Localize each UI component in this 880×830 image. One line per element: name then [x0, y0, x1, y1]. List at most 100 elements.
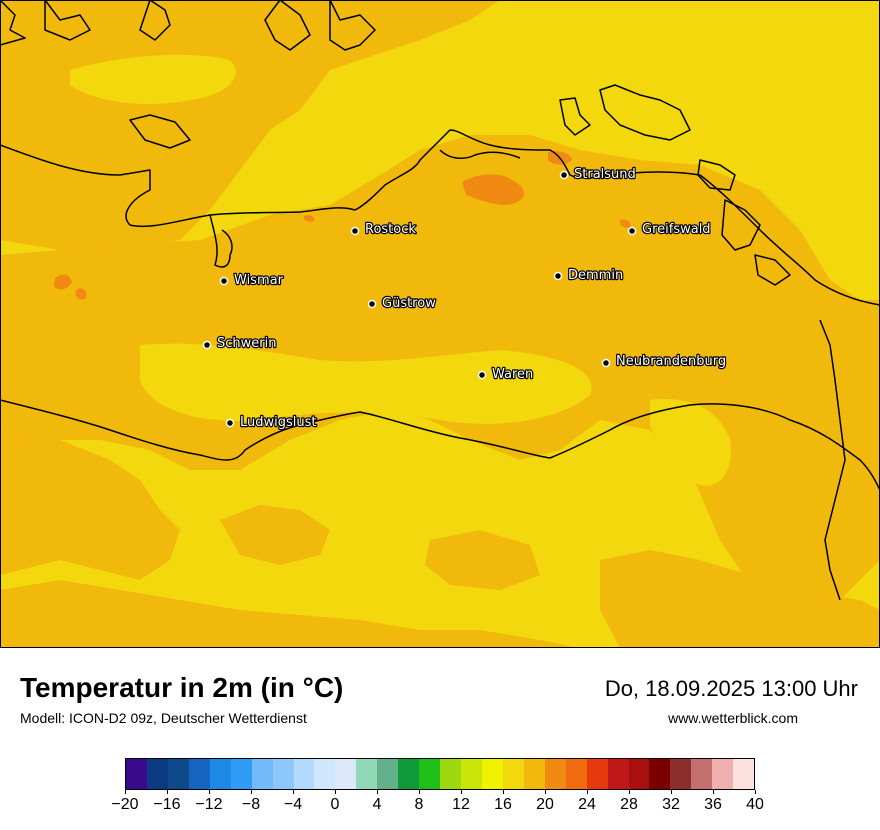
legend-tick — [335, 790, 336, 794]
legend-swatch — [481, 759, 503, 789]
legend-tick-label: 36 — [704, 796, 722, 813]
legend-swatch — [586, 759, 608, 789]
temperature-map: Stralsund Rostock Greifswald Wismar Demm… — [0, 0, 880, 648]
city-dot — [553, 271, 563, 281]
western-land-area — [0, 430, 180, 580]
legend-swatch — [544, 759, 566, 789]
city-demmin: Demmin — [553, 267, 624, 284]
website-link[interactable]: www.wetterblick.com — [668, 710, 798, 726]
legend-swatch — [398, 759, 420, 789]
legend-swatch — [335, 759, 357, 789]
southern-land-patch-1 — [0, 580, 580, 648]
legend-swatch — [523, 759, 545, 789]
northern-sea-patch — [70, 54, 236, 105]
legend-tick-label: 8 — [414, 796, 424, 813]
legend-tick — [755, 790, 756, 794]
legend-swatch — [167, 759, 189, 789]
city-stralsund: Stralsund — [559, 166, 637, 183]
city-guestrow: Güstrow — [367, 295, 437, 312]
legend-tick-label: 0 — [330, 796, 340, 813]
city-greifswald: Greifswald — [627, 221, 712, 238]
legend-swatch — [377, 759, 399, 789]
legend-swatch — [712, 759, 734, 789]
model-source: Modell: ICON-D2 09z, Deutscher Wetterdie… — [20, 710, 307, 726]
hot-patch-4 — [75, 288, 87, 300]
southern-land-patch-3 — [220, 505, 330, 565]
legend-tick-label: −4 — [283, 796, 303, 813]
city-label: Wismar — [234, 273, 284, 288]
forecast-datetime: Do, 18.09.2025 13:00 Uhr — [604, 676, 858, 701]
city-label: Güstrow — [382, 296, 436, 311]
hot-patch-1 — [462, 174, 524, 205]
city-label: Stralsund — [574, 167, 636, 182]
legend-tick-label: 24 — [578, 796, 596, 813]
legend-tick — [671, 790, 672, 794]
legend-swatch — [691, 759, 713, 789]
city-label: Demmin — [568, 268, 623, 283]
legend-tick-label: 40 — [746, 796, 764, 813]
legend-tick — [629, 790, 630, 794]
legend-tick-label: −20 — [111, 796, 139, 813]
legend-swatch — [607, 759, 629, 789]
legend-tick-label: 12 — [452, 796, 470, 813]
city-dot — [477, 370, 487, 380]
city-dot — [225, 418, 235, 428]
city-dot — [627, 226, 637, 236]
city-schwerin: Schwerin — [202, 335, 278, 352]
legend-swatch — [649, 759, 671, 789]
city-dot — [601, 358, 611, 368]
city-ludwigslust: Ludwigslust — [225, 414, 318, 431]
legend-tick-label: 16 — [494, 796, 512, 813]
legend-swatch — [209, 759, 231, 789]
city-dot — [559, 170, 569, 180]
city-dot — [202, 340, 212, 350]
legend-tick — [377, 790, 378, 794]
legend-swatch — [733, 759, 755, 789]
legend-swatch — [272, 759, 294, 789]
city-label: Waren — [492, 367, 533, 382]
legend-tick — [461, 790, 462, 794]
weather-map: Stralsund Rostock Greifswald Wismar Demm… — [0, 0, 880, 648]
city-dot — [350, 226, 360, 236]
legend-tick-label: −8 — [241, 796, 261, 813]
legend-swatch — [461, 759, 482, 789]
legend-swatch — [126, 759, 147, 789]
city-label: Schwerin — [217, 336, 276, 351]
legend-swatch — [314, 759, 336, 789]
hot-patch-6 — [619, 219, 631, 228]
legend-tick — [251, 790, 252, 794]
coastlines — [0, 0, 880, 601]
legend-swatch — [670, 759, 692, 789]
legend-tick-label: 32 — [662, 796, 680, 813]
city-label: Ludwigslust — [240, 415, 317, 430]
legend-swatch — [628, 759, 650, 789]
legend-tick-label: −16 — [153, 796, 181, 813]
legend-tick — [293, 790, 294, 794]
city-dot — [367, 299, 377, 309]
inland-warm-patch-1 — [140, 343, 592, 424]
legend-tick — [209, 790, 210, 794]
legend-swatch — [419, 759, 441, 789]
city-dot — [219, 276, 229, 286]
city-waren: Waren — [477, 366, 534, 383]
legend-swatch — [188, 759, 210, 789]
southern-land-patch-2 — [600, 550, 880, 648]
legend-tick-label: 28 — [620, 796, 638, 813]
legend-tick — [503, 790, 504, 794]
legend-tick-label: 4 — [372, 796, 382, 813]
inland-warm-patch-2 — [650, 399, 731, 486]
city-label: Rostock — [365, 222, 416, 237]
legend-swatch — [502, 759, 524, 789]
legend-swatch — [230, 759, 252, 789]
city-label: Greifswald — [642, 222, 711, 237]
city-markers: Stralsund Rostock Greifswald Wismar Demm… — [202, 166, 727, 431]
legend-tick-label: 20 — [536, 796, 554, 813]
hot-patch-5 — [303, 215, 315, 222]
southern-land-patch-4 — [425, 530, 540, 590]
legend-swatch — [146, 759, 168, 789]
city-neubrandenburg: Neubrandenburg — [601, 353, 727, 370]
legend-swatch — [440, 759, 461, 789]
color-scale-legend — [125, 758, 755, 790]
legend-tick — [587, 790, 588, 794]
city-wismar: Wismar — [219, 272, 285, 289]
